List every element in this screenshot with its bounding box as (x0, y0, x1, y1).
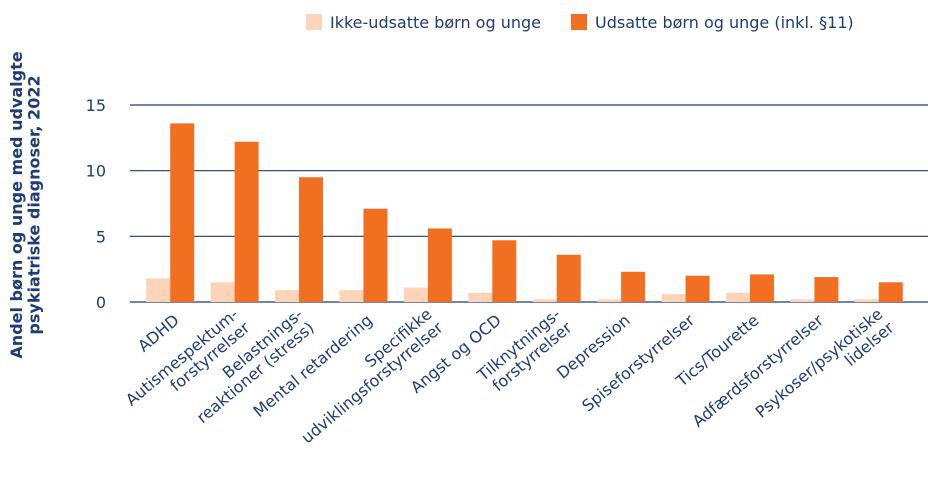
bar (468, 292, 493, 302)
bar (234, 141, 259, 302)
bar (854, 299, 879, 302)
legend-swatch (306, 14, 322, 30)
bar (146, 278, 171, 302)
bar (749, 274, 774, 302)
bar (363, 208, 388, 302)
legend-swatch (571, 14, 587, 30)
bar (790, 299, 815, 302)
y-tick-label: 5 (96, 227, 106, 246)
y-tick-label: 10 (86, 162, 106, 181)
x-tick-label: Spiseforstyrrelser (578, 310, 698, 415)
bar (597, 299, 622, 302)
bar (170, 123, 195, 303)
x-tick-group: Spiseforstyrrelser (578, 310, 698, 415)
bar (532, 299, 557, 302)
bar (427, 228, 452, 302)
bar (661, 294, 686, 302)
bar (725, 292, 750, 302)
y-axis-label: Andel børn og unge med udvalgtepsykiatri… (7, 51, 44, 358)
y-tick-label: 0 (96, 293, 106, 312)
bar (299, 177, 324, 302)
bar (492, 240, 517, 302)
bar (685, 275, 710, 302)
bar (339, 290, 364, 302)
bar (621, 271, 646, 302)
y-axis-label-group: Andel børn og unge med udvalgtepsykiatri… (7, 51, 44, 358)
bar (275, 290, 300, 302)
y-tick-label: 15 (86, 96, 106, 115)
bar (210, 282, 235, 302)
legend-label: Ikke-udsatte børn og unge (330, 13, 541, 32)
bar (556, 254, 581, 302)
bar (878, 282, 903, 302)
bar (814, 277, 839, 302)
legend-label: Udsatte børn og unge (inkl. §11) (595, 13, 854, 32)
bar (403, 287, 428, 302)
